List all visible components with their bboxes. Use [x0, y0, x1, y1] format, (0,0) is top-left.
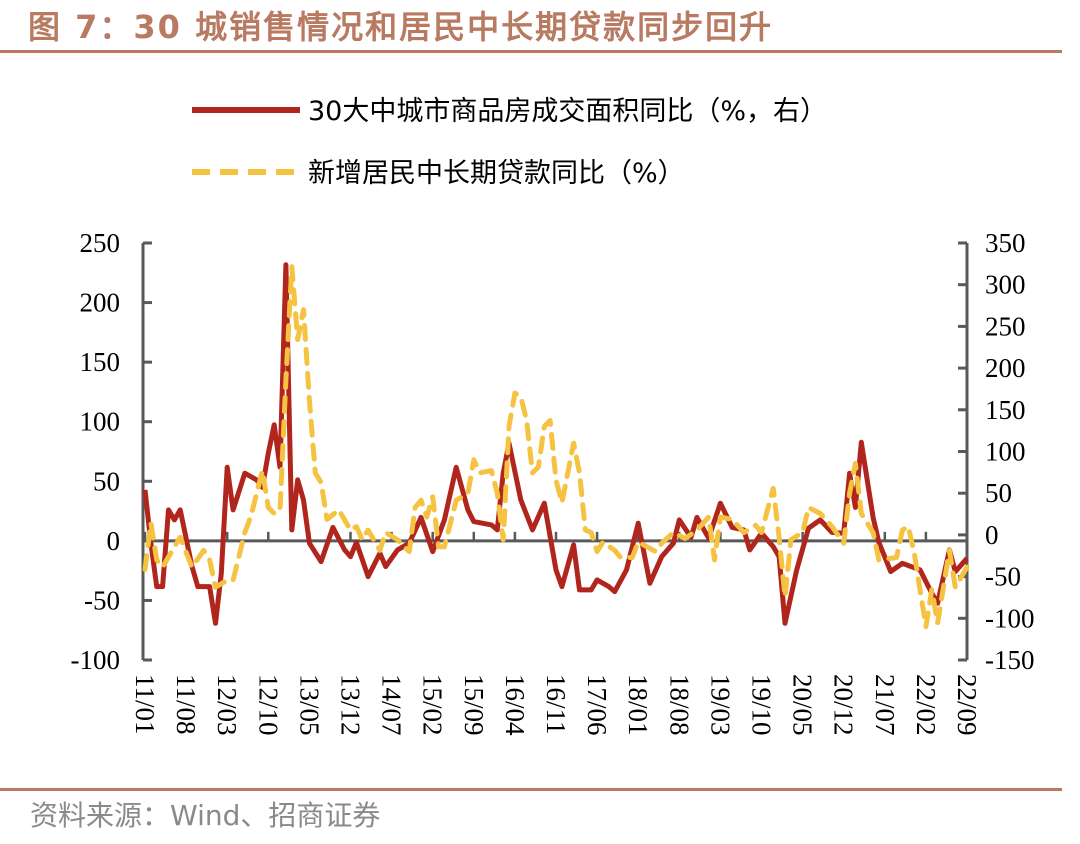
- right-y-tick-label: -150: [985, 645, 1035, 675]
- left-y-tick-label: 100: [80, 407, 121, 437]
- right-y-tick-label: -100: [985, 603, 1035, 633]
- x-tick-label: 13/05: [294, 674, 324, 736]
- x-tick-label: 16/04: [500, 674, 530, 736]
- left-y-tick-label: 50: [93, 466, 120, 496]
- left-y-tick-label: -50: [84, 585, 120, 615]
- x-tick-label: 11/08: [171, 674, 201, 735]
- right-y-tick-label: 350: [985, 228, 1026, 258]
- left-y-tick-label: 150: [80, 347, 121, 377]
- left-y-tick-label: -100: [71, 645, 121, 675]
- right-y-tick-label: 200: [985, 353, 1026, 383]
- right-y-tick-label: 150: [985, 395, 1026, 425]
- x-tick-label: 18/08: [664, 674, 694, 736]
- series-line-housing-sales: [142, 262, 969, 626]
- x-tick-label: 16/11: [541, 674, 571, 735]
- left-y-tick-label: 0: [107, 526, 121, 556]
- x-tick-label: 18/01: [623, 674, 653, 736]
- x-tick-label: 12/10: [253, 674, 283, 736]
- x-tick-label: 22/02: [911, 674, 941, 736]
- left-y-tick-label: 200: [80, 288, 121, 318]
- x-tick-label: 22/09: [952, 674, 982, 736]
- series-line-mortgage-loans: [142, 264, 970, 630]
- x-tick-label: 15/02: [418, 674, 448, 736]
- right-y-tick-label: 300: [985, 270, 1026, 300]
- right-y-tick-label: 250: [985, 311, 1026, 341]
- legend-label: 30大中城市商品房成交面积同比（%，右）: [308, 96, 827, 127]
- right-y-tick-label: 100: [985, 437, 1026, 467]
- x-tick-label: 20/12: [829, 674, 859, 736]
- right-y-tick-label: 0: [985, 520, 999, 550]
- x-tick-label: 21/07: [870, 674, 900, 736]
- x-tick-label: 12/03: [212, 674, 242, 736]
- x-tick-label: 13/12: [336, 674, 366, 736]
- legend-label: 新增居民中长期贷款同比（%）: [308, 158, 685, 189]
- footer-divider: [0, 788, 1062, 791]
- x-tick-label: 19/03: [705, 674, 735, 736]
- x-tick-label: 17/06: [582, 674, 612, 736]
- left-y-tick-label: 250: [80, 228, 121, 258]
- x-tick-label: 11/01: [130, 674, 160, 735]
- x-tick-label: 15/09: [459, 674, 489, 736]
- x-tick-label: 14/07: [377, 674, 407, 736]
- right-y-tick-label: -50: [985, 562, 1021, 592]
- figure-title: 图 7：30 城销售情况和居民中长期贷款同步回升: [28, 8, 774, 46]
- x-tick-label: 19/10: [747, 674, 777, 736]
- source-note: 资料来源：Wind、招商证券: [30, 799, 381, 832]
- x-tick-label: 20/05: [788, 674, 818, 736]
- title-divider: [0, 50, 1062, 53]
- right-y-tick-label: 50: [985, 478, 1012, 508]
